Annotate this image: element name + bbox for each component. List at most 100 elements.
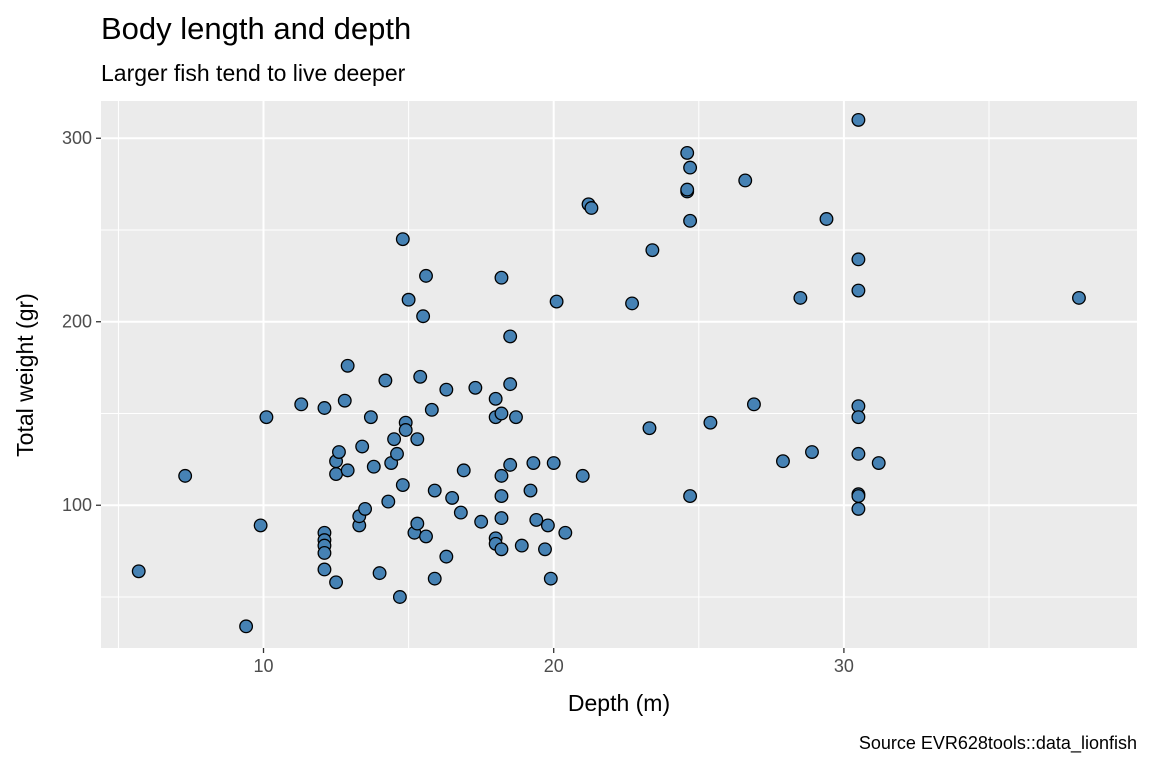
data-point — [392, 590, 407, 604]
data-point — [683, 160, 698, 175]
y-axis-title: Total weight (gr) — [12, 293, 38, 457]
chart-title: Body length and depth — [101, 11, 411, 46]
data-point — [851, 446, 866, 461]
data-point — [413, 369, 428, 384]
data-point — [494, 468, 509, 483]
plot-panel — [101, 101, 1137, 648]
data-point — [419, 268, 433, 283]
data-point — [395, 478, 410, 493]
data-point — [358, 501, 373, 516]
data-point — [746, 397, 761, 412]
data-point — [540, 518, 555, 533]
data-point — [642, 421, 657, 436]
axis-ticks: 10 20 30 100 200 300 — [62, 128, 854, 676]
data-point — [584, 201, 599, 215]
data-point — [337, 393, 352, 408]
data-point — [575, 468, 590, 483]
data-point — [259, 410, 274, 425]
data-point — [503, 457, 518, 472]
chart-caption: Source EVR628tools::data_lionfish — [859, 733, 1137, 754]
data-point — [329, 575, 344, 590]
data-point — [294, 397, 309, 412]
data-point — [494, 542, 509, 557]
data-point — [538, 542, 552, 557]
data-point — [494, 489, 509, 504]
data-point — [805, 445, 819, 459]
data-point — [410, 516, 425, 531]
data-point — [453, 505, 468, 520]
data-point — [253, 518, 268, 533]
data-point — [401, 292, 416, 307]
chart-subtitle: Larger fish tend to live deeper — [101, 60, 406, 86]
data-point — [439, 549, 454, 564]
data-point — [332, 445, 346, 459]
data-point — [546, 456, 561, 470]
data-point — [523, 483, 538, 498]
data-point — [355, 439, 370, 454]
data-point — [509, 410, 523, 425]
data-point — [680, 145, 695, 160]
data-point — [395, 232, 410, 247]
data-point — [494, 270, 509, 285]
y-tick-label: 200 — [62, 312, 92, 332]
data-point — [372, 566, 387, 581]
data-point — [398, 423, 413, 437]
data-point — [378, 373, 393, 388]
data-point — [645, 243, 660, 258]
data-point — [503, 329, 518, 344]
data-point — [549, 294, 564, 309]
data-point — [340, 358, 355, 373]
data-point — [329, 467, 344, 481]
data-point — [387, 432, 402, 447]
data-point — [1072, 290, 1086, 305]
data-point — [317, 545, 332, 560]
data-point — [390, 446, 404, 461]
data-point — [558, 525, 573, 540]
grid-major — [101, 101, 1137, 648]
data-point — [793, 290, 808, 305]
data-point — [738, 173, 753, 188]
data-point — [439, 382, 454, 397]
data-point — [131, 564, 146, 579]
x-tick-label: 20 — [544, 656, 564, 676]
data-point — [494, 511, 509, 526]
grid-minor — [101, 101, 1137, 648]
data-point — [419, 529, 433, 544]
data-point — [317, 401, 332, 415]
data-point — [851, 489, 866, 504]
data-point — [776, 454, 790, 469]
x-tick-label: 10 — [253, 656, 273, 676]
data-point — [543, 571, 558, 586]
data-point — [178, 468, 193, 483]
data-point — [703, 415, 718, 430]
data-point — [851, 112, 866, 127]
data-point — [363, 410, 378, 425]
data-point — [514, 538, 529, 553]
data-point — [683, 213, 698, 228]
y-tick-label: 100 — [62, 495, 92, 515]
data-point — [317, 562, 332, 577]
data-point — [381, 494, 396, 509]
data-point — [424, 402, 439, 417]
x-tick-label: 30 — [834, 656, 854, 676]
data-point — [529, 512, 544, 527]
data-point — [851, 252, 866, 267]
data-point — [456, 463, 471, 478]
data-point — [503, 377, 518, 392]
data-point — [340, 463, 355, 478]
data-point — [416, 309, 431, 324]
data-point — [851, 501, 866, 516]
y-tick-label: 300 — [62, 128, 92, 148]
data-point — [526, 456, 541, 470]
data-point — [871, 456, 886, 470]
data-point — [819, 212, 834, 226]
data-point — [680, 182, 695, 197]
x-axis-title: Depth (m) — [568, 690, 670, 716]
data-point — [445, 490, 460, 505]
data-point — [239, 619, 254, 634]
data-point — [683, 489, 698, 504]
data-point — [366, 459, 381, 474]
data-point — [474, 514, 489, 529]
data-point — [468, 380, 483, 395]
